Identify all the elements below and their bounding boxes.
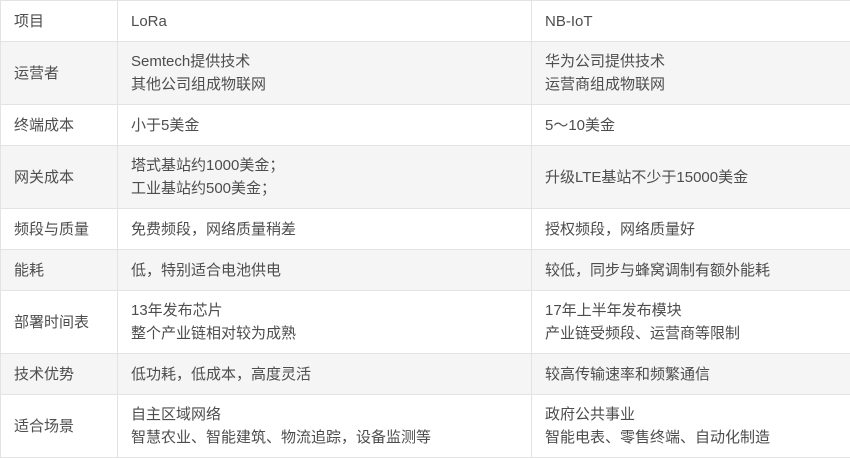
cell-line: 小于5美金 bbox=[131, 114, 519, 137]
cell-line: 自主区域网络 bbox=[131, 403, 519, 426]
lora-cell: 自主区域网络智慧农业、智能建筑、物流追踪，设备监测等 bbox=[118, 395, 532, 458]
nbiot-cell: 华为公司提供技术运营商组成物联网 bbox=[532, 42, 850, 105]
row-label: 运营者 bbox=[1, 42, 118, 105]
table-row: 终端成本 小于5美金 5～10美金 bbox=[1, 105, 850, 146]
row-label: 技术优势 bbox=[1, 354, 118, 395]
cell-line: 其他公司组成物联网 bbox=[131, 73, 519, 96]
row-label: 网关成本 bbox=[1, 146, 118, 209]
cell-line: 运营者 bbox=[14, 62, 105, 85]
cell-line: 塔式基站约1000美金； bbox=[131, 154, 519, 177]
cell-line: 频段与质量 bbox=[14, 218, 105, 241]
cell-line: 智能电表、零售终端、自动化制造 bbox=[545, 426, 838, 449]
header-item: 项目 bbox=[1, 1, 118, 42]
cell-line: 网关成本 bbox=[14, 166, 105, 189]
cell-line: 较高传输速率和频繁通信 bbox=[545, 363, 838, 386]
nbiot-cell: 授权频段，网络质量好 bbox=[532, 209, 850, 250]
cell-line: 适合场景 bbox=[14, 415, 105, 438]
header-lora: LoRa bbox=[118, 1, 532, 42]
lora-cell: 低，特别适合电池供电 bbox=[118, 250, 532, 291]
cell-line: 产业链受频段、运营商等限制 bbox=[545, 322, 838, 345]
lora-cell: 免费频段，网络质量稍差 bbox=[118, 209, 532, 250]
nbiot-cell: 政府公共事业智能电表、零售终端、自动化制造 bbox=[532, 395, 850, 458]
cell-line: 运营商组成物联网 bbox=[545, 73, 838, 96]
row-label: 频段与质量 bbox=[1, 209, 118, 250]
cell-line: 低功耗，低成本，高度灵活 bbox=[131, 363, 519, 386]
table-row: 能耗 低，特别适合电池供电 较低，同步与蜂窝调制有额外能耗 bbox=[1, 250, 850, 291]
lora-cell: 13年发布芯片整个产业链相对较为成熟 bbox=[118, 291, 532, 354]
cell-line: 5～10美金 bbox=[545, 114, 838, 137]
cell-line: 部署时间表 bbox=[14, 311, 105, 334]
table-row: 技术优势 低功耗，低成本，高度灵活 较高传输速率和频繁通信 bbox=[1, 354, 850, 395]
nbiot-cell: 5～10美金 bbox=[532, 105, 850, 146]
cell-line: 13年发布芯片 bbox=[131, 299, 519, 322]
nbiot-cell: 17年上半年发布模块产业链受频段、运营商等限制 bbox=[532, 291, 850, 354]
lora-cell: Semtech提供技术其他公司组成物联网 bbox=[118, 42, 532, 105]
row-label: 部署时间表 bbox=[1, 291, 118, 354]
row-label: 能耗 bbox=[1, 250, 118, 291]
cell-line: 政府公共事业 bbox=[545, 403, 838, 426]
row-label: 适合场景 bbox=[1, 395, 118, 458]
lora-cell: 小于5美金 bbox=[118, 105, 532, 146]
lora-cell: 塔式基站约1000美金；工业基站约500美金； bbox=[118, 146, 532, 209]
row-label: 终端成本 bbox=[1, 105, 118, 146]
cell-line: 低，特别适合电池供电 bbox=[131, 259, 519, 282]
nbiot-cell: 升级LTE基站不少于15000美金 bbox=[532, 146, 850, 209]
cell-line: 技术优势 bbox=[14, 363, 105, 386]
table-row: 适合场景自主区域网络智慧农业、智能建筑、物流追踪，设备监测等政府公共事业智能电表… bbox=[1, 395, 850, 458]
cell-line: 华为公司提供技术 bbox=[545, 50, 838, 73]
cell-line: 授权频段，网络质量好 bbox=[545, 218, 838, 241]
cell-line: 智慧农业、智能建筑、物流追踪，设备监测等 bbox=[131, 426, 519, 449]
cell-line: 升级LTE基站不少于15000美金 bbox=[545, 166, 838, 189]
cell-line: 终端成本 bbox=[14, 114, 105, 137]
nbiot-cell: 较低，同步与蜂窝调制有额外能耗 bbox=[532, 250, 850, 291]
cell-line: Semtech提供技术 bbox=[131, 50, 519, 73]
lora-cell: 低功耗，低成本，高度灵活 bbox=[118, 354, 532, 395]
cell-line: 工业基站约500美金； bbox=[131, 177, 519, 200]
cell-line: 较低，同步与蜂窝调制有额外能耗 bbox=[545, 259, 838, 282]
header-nbiot: NB-IoT bbox=[532, 1, 850, 42]
header-row: 项目 LoRa NB-IoT bbox=[1, 1, 850, 42]
cell-line: 17年上半年发布模块 bbox=[545, 299, 838, 322]
cell-line: 整个产业链相对较为成熟 bbox=[131, 322, 519, 345]
table-row: 频段与质量 免费频段，网络质量稍差 授权频段，网络质量好 bbox=[1, 209, 850, 250]
cell-line: 免费频段，网络质量稍差 bbox=[131, 218, 519, 241]
nbiot-cell: 较高传输速率和频繁通信 bbox=[532, 354, 850, 395]
table-row: 网关成本塔式基站约1000美金；工业基站约500美金；升级LTE基站不少于150… bbox=[1, 146, 850, 209]
cell-line: 能耗 bbox=[14, 259, 105, 282]
